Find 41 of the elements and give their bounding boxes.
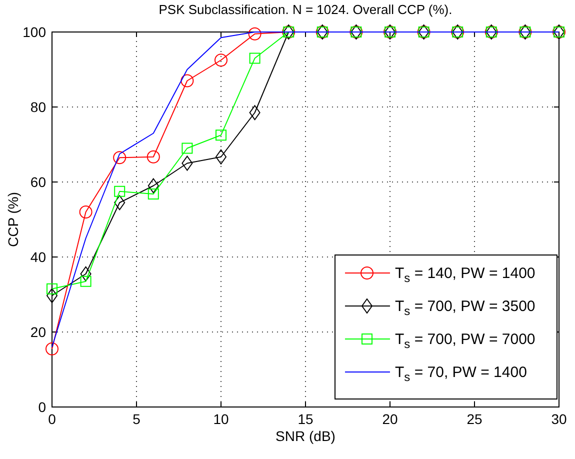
point [114, 195, 126, 210]
point [249, 105, 260, 120]
point [148, 188, 159, 200]
legend-label: T$_{s}$ = 140, PW = 1400 [395, 265, 536, 286]
chart-title: PSK Subclassification. N = 1024. Overall CCP (%). [158, 2, 452, 17]
x-tick-label: 10 [213, 411, 229, 427]
y-tick-label: 20 [30, 324, 46, 340]
point [249, 52, 260, 64]
legend-label: T$_{s}$ = 700, PW = 7000 [395, 331, 536, 352]
point [46, 342, 58, 356]
y-axis-title: CCP (%) [5, 192, 21, 247]
point [182, 142, 193, 154]
x-tick-label: 5 [132, 411, 141, 427]
legend-label: T$_{s}$ = 70, PW = 1400 [395, 364, 527, 384]
point [114, 186, 126, 197]
point [113, 151, 126, 164]
x-tick-label: 20 [382, 411, 398, 427]
point [216, 149, 226, 164]
x-tick-label: 15 [298, 411, 314, 427]
y-tick-label: 80 [30, 99, 46, 115]
y-tick-label: 100 [22, 24, 46, 40]
y-tick-label: 60 [30, 174, 46, 190]
point [248, 27, 262, 40]
x-tick-label: 30 [551, 411, 567, 427]
point [80, 276, 92, 287]
point [46, 288, 58, 304]
y-tick-label: 40 [30, 249, 46, 265]
legend-label: T$_{s}$ = 700, PW = 3500 [395, 298, 536, 318]
x-tick-label: 25 [466, 411, 482, 427]
y-tick-label: 0 [38, 399, 46, 415]
point [214, 54, 228, 67]
point [46, 283, 58, 294]
point [182, 156, 193, 171]
x-axis-title: SNR (dB) [276, 428, 336, 444]
x-tick-label: 0 [48, 411, 56, 427]
point [80, 266, 92, 282]
point [79, 206, 92, 218]
point [216, 130, 226, 141]
point [148, 178, 159, 194]
point [180, 74, 194, 88]
point [146, 150, 160, 164]
